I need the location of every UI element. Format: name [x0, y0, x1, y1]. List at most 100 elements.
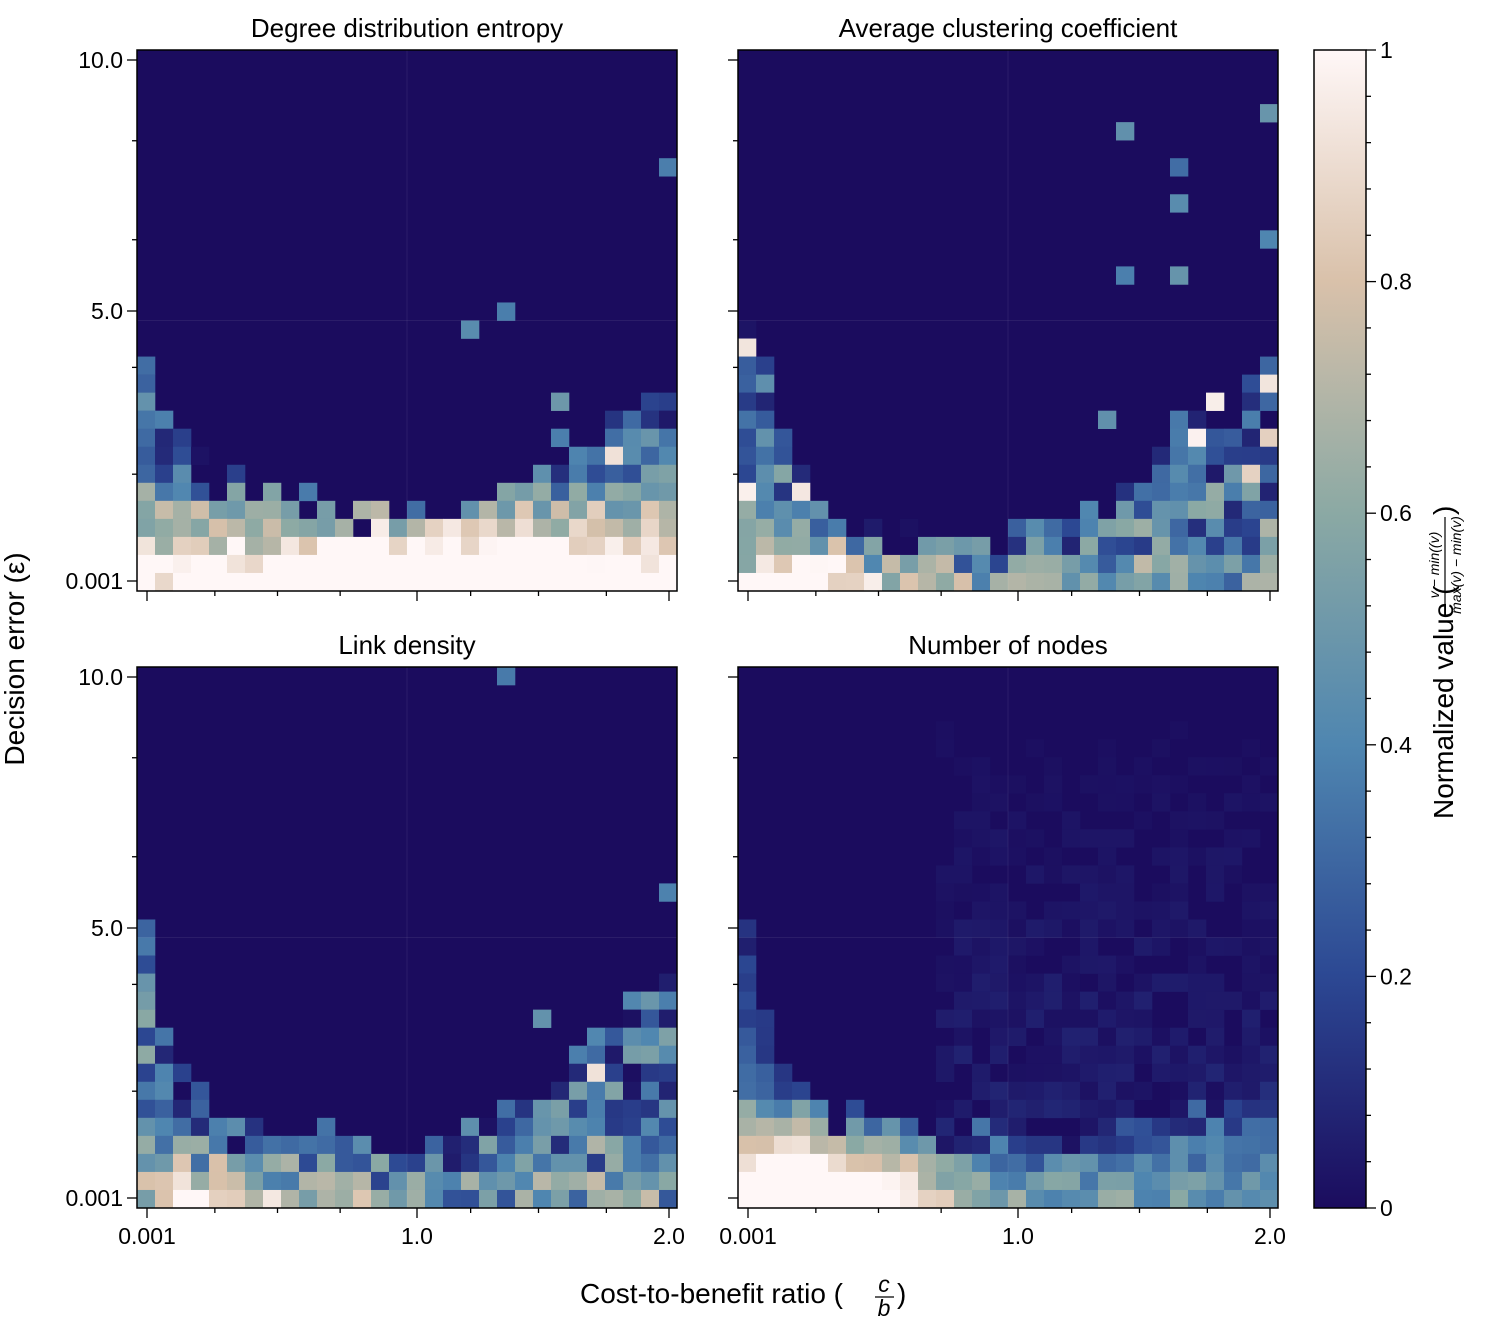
- heatmap-cell: [1152, 500, 1171, 520]
- heatmap-cell: [1098, 739, 1117, 758]
- heatmap-cell: [792, 1117, 811, 1137]
- heatmap-cell: [623, 554, 642, 574]
- colorbar-ticks: [1366, 49, 1376, 1209]
- heatmap-cell: [245, 1189, 264, 1209]
- heatmap-cell: [1134, 1153, 1153, 1173]
- heatmap-cell: [245, 1171, 264, 1191]
- heatmap-cell: [1026, 1099, 1045, 1119]
- gridlines: [738, 667, 1278, 1208]
- heatmap-cell: [1080, 1117, 1099, 1137]
- heatmap-cell: [1260, 572, 1279, 592]
- heatmap-cell: [515, 554, 534, 574]
- heatmap-cell: [1044, 793, 1063, 812]
- heatmap-cell: [738, 1099, 757, 1119]
- heatmap-cell: [1008, 1153, 1027, 1173]
- heatmap-cell: [1260, 937, 1279, 956]
- heatmap-cell: [1242, 973, 1261, 992]
- heatmap-cell: [1116, 122, 1135, 141]
- heatmap-cell: [137, 464, 156, 484]
- heatmap-cell: [1116, 1081, 1135, 1101]
- heatmap-cell: [1224, 847, 1243, 866]
- colorbar-tick-label: 0.6: [1380, 500, 1412, 526]
- heatmap-cell: [245, 572, 264, 592]
- heatmap-cell: [137, 1189, 156, 1209]
- heatmap-cell: [137, 1027, 156, 1046]
- heatmap-cell: [990, 1099, 1009, 1119]
- heatmap-cell: [1170, 919, 1189, 938]
- heatmap-cell: [738, 1135, 757, 1155]
- heatmap-cell: [936, 572, 955, 592]
- heatmap-cell: [1098, 572, 1117, 592]
- heatmap-cell: [1260, 446, 1279, 466]
- heatmap-cell: [173, 518, 192, 538]
- heatmap-cell: [1152, 883, 1171, 902]
- heatmap-cell: [990, 1135, 1009, 1155]
- heatmap-cell: [828, 572, 847, 592]
- heatmap-cell: [533, 518, 552, 538]
- heatmap-cell: [173, 554, 192, 574]
- heatmap-cell: [954, 865, 973, 884]
- heatmap-cell: [299, 1135, 318, 1155]
- heatmap-cell: [425, 572, 444, 592]
- heatmap-cell: [1242, 482, 1261, 502]
- heatmap-cell: [1098, 1081, 1117, 1101]
- heatmap-cell: [792, 554, 811, 574]
- heatmap-cell: [1026, 793, 1045, 812]
- heatmap-cell: [1170, 901, 1189, 920]
- heatmap-cell: [828, 518, 847, 538]
- heatmap-cell: [1170, 446, 1189, 466]
- heatmap-cell: [209, 1153, 228, 1173]
- heatmap-cells: [738, 104, 1279, 592]
- heatmap-cell: [1116, 266, 1135, 285]
- heatmap-cell: [1062, 1063, 1081, 1083]
- heatmap-cell: [774, 1135, 793, 1155]
- heatmap-cell: [1008, 572, 1027, 592]
- heatmap-cell: [1188, 1009, 1207, 1028]
- heatmap-cell: [659, 991, 678, 1010]
- heatmap-cell: [1170, 865, 1189, 884]
- heatmap-cell: [972, 757, 991, 776]
- heatmap-cell: [1044, 1171, 1063, 1191]
- heatmap-cell: [407, 1153, 426, 1173]
- heatmap-cell: [1260, 500, 1279, 520]
- heatmap-cell: [846, 536, 865, 556]
- heatmap-cell: [623, 1081, 642, 1101]
- heatmap-cell: [137, 482, 156, 502]
- heatmap-cell: [1260, 1135, 1279, 1155]
- heatmap-cell: [1044, 1009, 1063, 1028]
- heatmap-cell: [1116, 536, 1135, 556]
- heatmap-cell: [1152, 464, 1171, 484]
- heatmap-cell: [515, 500, 534, 520]
- heatmap-cell: [1134, 1027, 1153, 1046]
- heatmap-cell: [263, 482, 282, 502]
- heatmap-cell: [1008, 1027, 1027, 1046]
- heatmap-cell: [846, 1189, 865, 1209]
- heatmap-cell: [1224, 500, 1243, 520]
- heatmap-cell: [756, 1099, 775, 1119]
- heatmap-cell: [1242, 919, 1261, 938]
- heatmap-cell: [1224, 937, 1243, 956]
- heatmap-cell: [900, 554, 919, 574]
- ticks: [127, 59, 670, 601]
- heatmap-cell: [155, 536, 174, 556]
- heatmap-cell: [990, 1171, 1009, 1191]
- heatmap-cell: [407, 536, 426, 556]
- heatmap-cell: [461, 1117, 480, 1137]
- heatmap-cell: [353, 1171, 372, 1191]
- heatmap-cell: [497, 667, 516, 686]
- heatmap-cell: [738, 1153, 757, 1173]
- heatmap-cell: [245, 1153, 264, 1173]
- heatmap-cell: [756, 410, 775, 429]
- heatmap-cell: [1224, 446, 1243, 466]
- heatmap-cell: [551, 482, 570, 502]
- heatmap-cell: [1062, 829, 1081, 848]
- heatmap-cell: [623, 1153, 642, 1173]
- heatmap-cell: [479, 1153, 498, 1173]
- heatmap-cell: [335, 1153, 354, 1173]
- heatmap-cell: [299, 518, 318, 538]
- heatmap-cell: [1062, 1045, 1081, 1065]
- heatmap-cell: [227, 536, 246, 556]
- heatmap-cell: [1170, 410, 1189, 429]
- heatmap-cell: [810, 536, 829, 556]
- heatmap-cell: [659, 1045, 678, 1065]
